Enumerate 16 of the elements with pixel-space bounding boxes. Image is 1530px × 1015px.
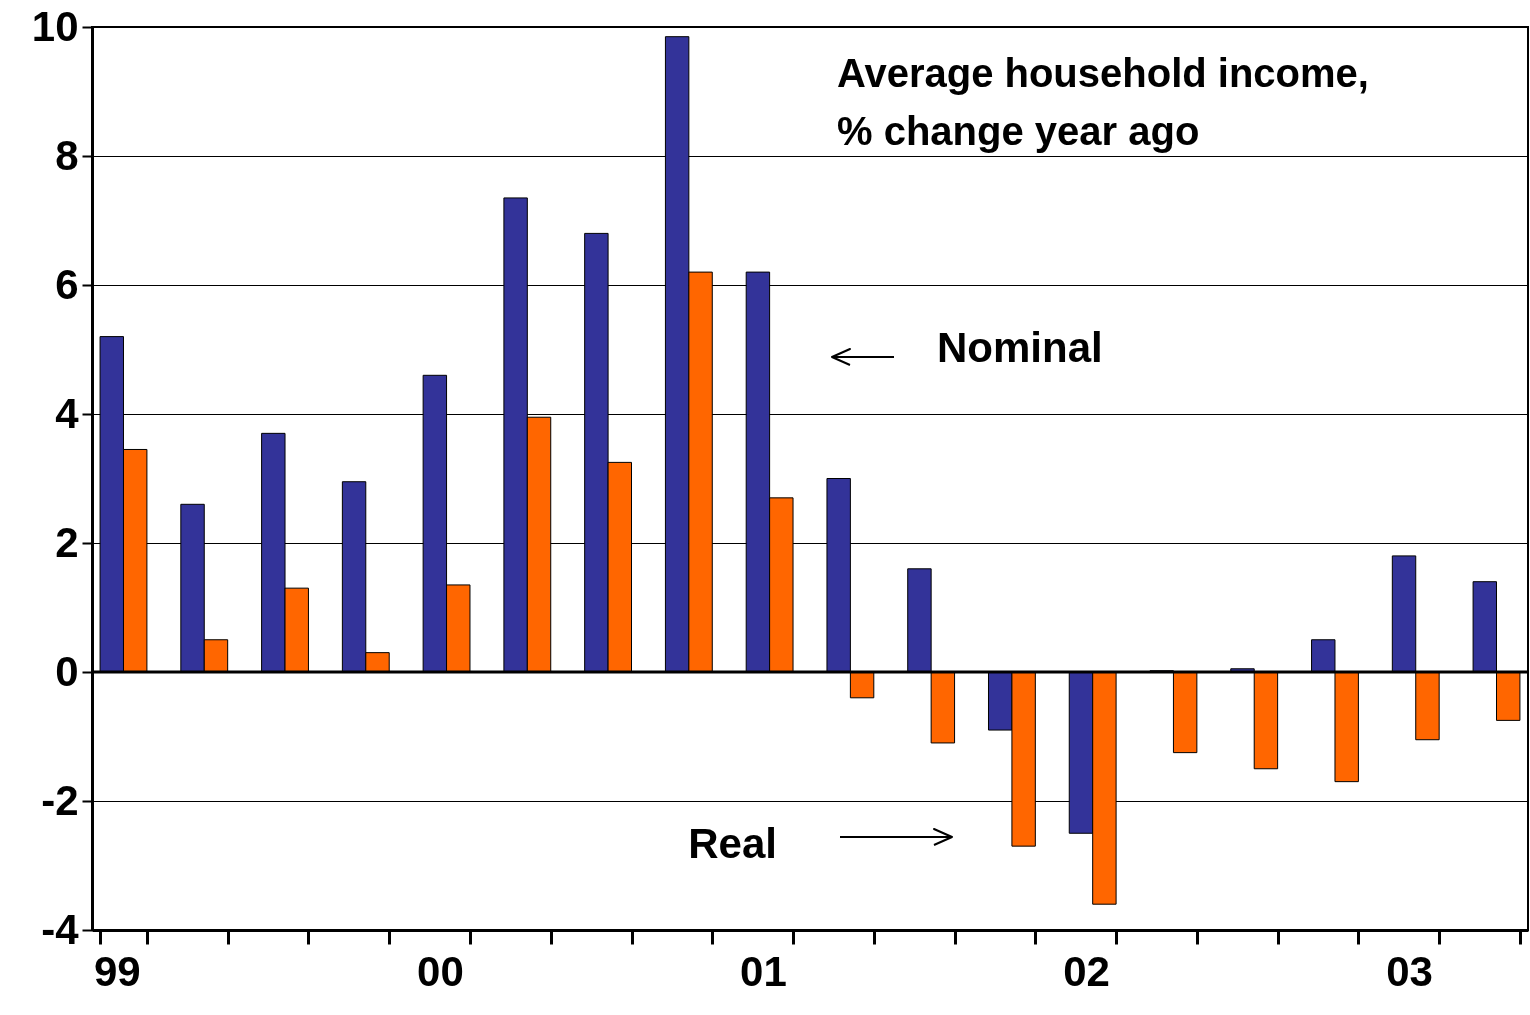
y-tick-label: 6 [55,260,79,308]
x-tick-label: 01 [740,947,787,995]
y-tick-label: 4 [55,389,80,437]
x-tick-label: 02 [1063,947,1110,995]
y-tick-label: -2 [41,776,79,824]
x-tick-label: 00 [417,947,464,995]
y-tick-label: 8 [55,131,79,179]
x-tick-label: 99 [94,947,141,995]
y-tick-label: 0 [55,647,79,695]
x-tick-label: 03 [1386,947,1433,995]
y-tick-label: -4 [41,905,80,953]
text: Average household income, % change year ago [837,51,1369,153]
annotation: Nominal [937,324,1103,371]
y-tick-label: 10 [31,2,79,50]
y-tick-label: 2 [55,518,79,566]
annotation: Real [688,820,777,867]
